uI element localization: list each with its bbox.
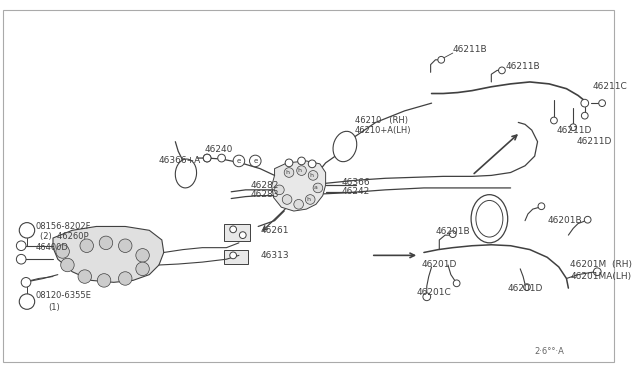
Text: 46400D: 46400D — [36, 243, 68, 252]
Circle shape — [21, 278, 31, 287]
Text: 46201C: 46201C — [416, 288, 451, 298]
Circle shape — [294, 199, 303, 209]
Circle shape — [593, 268, 601, 276]
Circle shape — [423, 293, 431, 301]
Circle shape — [308, 171, 318, 180]
Text: (1): (1) — [48, 303, 60, 312]
Text: h: h — [307, 197, 310, 202]
Circle shape — [230, 252, 237, 259]
Text: h: h — [309, 173, 313, 178]
Text: 46210+A(LH): 46210+A(LH) — [355, 126, 411, 135]
Circle shape — [204, 154, 211, 162]
Text: 46366: 46366 — [342, 178, 371, 187]
Text: 46211D: 46211D — [557, 126, 592, 135]
Circle shape — [581, 99, 589, 107]
Text: 46283: 46283 — [250, 190, 279, 199]
Text: h: h — [285, 170, 289, 175]
Bar — [223, 250, 248, 264]
Circle shape — [19, 222, 35, 238]
Circle shape — [17, 254, 26, 264]
Circle shape — [305, 195, 315, 204]
Circle shape — [250, 155, 261, 167]
Text: 2·6°°·A: 2·6°°·A — [534, 347, 564, 356]
Circle shape — [239, 232, 246, 238]
Text: 46201M  (RH): 46201M (RH) — [570, 260, 632, 269]
Bar — [223, 224, 250, 241]
Circle shape — [99, 236, 113, 250]
Text: 46201D: 46201D — [508, 283, 543, 293]
Text: e: e — [237, 158, 241, 164]
Circle shape — [297, 166, 307, 176]
Polygon shape — [53, 227, 164, 282]
Text: 46201D: 46201D — [422, 260, 458, 269]
Circle shape — [61, 258, 74, 272]
Circle shape — [438, 57, 445, 63]
Circle shape — [136, 248, 149, 262]
Circle shape — [97, 274, 111, 287]
Text: 46211D: 46211D — [576, 137, 611, 146]
Circle shape — [19, 294, 35, 309]
Circle shape — [581, 112, 588, 119]
Ellipse shape — [175, 159, 196, 188]
Text: 46261: 46261 — [260, 226, 289, 235]
Circle shape — [308, 160, 316, 168]
Text: 46201MA(LH): 46201MA(LH) — [570, 272, 632, 281]
Text: 46211C: 46211C — [593, 82, 627, 91]
Circle shape — [570, 124, 577, 131]
Circle shape — [284, 168, 294, 177]
Circle shape — [204, 154, 211, 162]
Text: h: h — [298, 168, 301, 173]
Text: 46282: 46282 — [250, 180, 279, 190]
Circle shape — [449, 231, 456, 238]
Circle shape — [453, 280, 460, 287]
Text: 46242: 46242 — [342, 187, 371, 196]
Text: 46211B: 46211B — [506, 62, 540, 71]
Text: 46201B: 46201B — [547, 216, 582, 225]
Circle shape — [524, 284, 531, 291]
Circle shape — [285, 159, 293, 167]
Circle shape — [599, 100, 605, 106]
Text: a: a — [314, 185, 318, 190]
Text: 46366+A: 46366+A — [159, 157, 201, 166]
Text: 46240: 46240 — [204, 145, 232, 154]
Text: B: B — [24, 297, 30, 306]
Circle shape — [218, 154, 225, 162]
Text: 46201B: 46201B — [435, 227, 470, 236]
Text: e: e — [253, 158, 257, 164]
Circle shape — [78, 270, 92, 283]
Text: (2)  46260P: (2) 46260P — [40, 232, 89, 241]
Text: 08120-6355E: 08120-6355E — [36, 291, 92, 300]
Text: 46211B: 46211B — [452, 45, 488, 54]
Circle shape — [538, 203, 545, 209]
Circle shape — [136, 262, 149, 276]
Text: B: B — [24, 226, 30, 235]
Polygon shape — [271, 161, 326, 211]
Circle shape — [584, 217, 591, 223]
Circle shape — [499, 67, 506, 74]
Text: 46210   (RH): 46210 (RH) — [355, 116, 408, 125]
Ellipse shape — [333, 131, 356, 162]
Text: 08156-8202F: 08156-8202F — [36, 222, 91, 231]
Circle shape — [282, 195, 292, 204]
Ellipse shape — [476, 201, 503, 237]
Text: 46313: 46313 — [260, 251, 289, 260]
Circle shape — [56, 245, 69, 258]
Circle shape — [313, 183, 323, 193]
Circle shape — [118, 272, 132, 285]
Circle shape — [17, 241, 26, 251]
Circle shape — [118, 239, 132, 253]
Circle shape — [230, 226, 237, 233]
Circle shape — [80, 239, 93, 253]
Ellipse shape — [471, 195, 508, 243]
Circle shape — [275, 185, 284, 195]
Circle shape — [298, 157, 305, 165]
Circle shape — [550, 117, 557, 124]
Circle shape — [233, 155, 244, 167]
